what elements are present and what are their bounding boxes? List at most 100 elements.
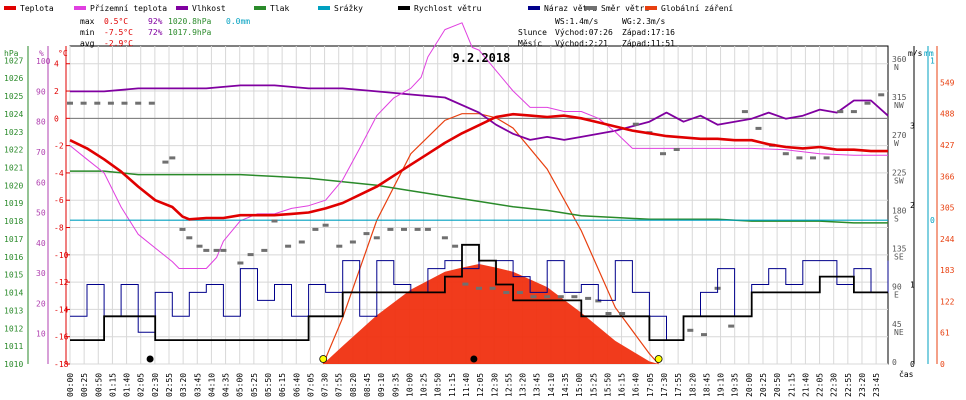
stat-max-press: 1020.8hPa (168, 17, 212, 26)
axis-label-wind: m/s (908, 49, 923, 58)
tick-label-celsius: -6 (54, 196, 64, 205)
direction-point (186, 236, 193, 240)
legend-label-vlhkost: Vlhkost (192, 4, 226, 13)
tick-label-percent: 40 (36, 239, 46, 248)
direction-point (728, 324, 735, 328)
chart-title: 9.2.2018 (453, 51, 511, 65)
stat-min-temp: -7.5°C (104, 28, 133, 37)
axis-label-rain: mm (924, 49, 934, 58)
direction-point (387, 227, 394, 231)
tick-label-direction-compass: NE (894, 328, 904, 337)
tick-label-direction-compass: N (894, 63, 899, 72)
tick-label-radiation: 244 (940, 235, 955, 244)
tick-label-x: 23:45 (872, 373, 881, 397)
stat-sun-label: Slunce (518, 28, 547, 37)
tick-label-radiation: 427 (940, 141, 955, 150)
tick-label-x: 11:15 (448, 373, 457, 397)
tick-label-radiation: 183 (940, 266, 955, 275)
stat-max-label: max (80, 17, 95, 26)
series-wind-speed (70, 243, 888, 342)
tick-label-direction-compass: SE (894, 252, 904, 261)
tick-label-celsius: -16 (54, 333, 69, 342)
tick-label-percent: 80 (36, 118, 46, 127)
tick-label-direction-compass: S (894, 215, 899, 224)
tick-label-x: 08:20 (349, 373, 358, 397)
tick-label-hpa: 1021 (4, 163, 23, 172)
direction-point (80, 101, 87, 105)
tick-label-x: 19:35 (731, 373, 740, 397)
direction-point (424, 227, 431, 231)
direction-point (585, 296, 592, 300)
tick-label-hpa: 1013 (4, 306, 23, 315)
tick-label-radiation: 366 (940, 172, 955, 181)
tick-label-x: 11:40 (462, 373, 471, 397)
stat-moon-rise: Východ:2:21 (555, 39, 608, 48)
tick-label-x: 19:10 (717, 373, 726, 397)
stat-wg: WG:2.3m/s (622, 17, 666, 26)
direction-point (462, 282, 469, 286)
direction-point (605, 312, 612, 315)
tick-label-x: 16:40 (632, 373, 641, 397)
tick-label-x: 12:30 (490, 373, 499, 397)
tick-label-x: 05:50 (264, 373, 273, 397)
direction-point (373, 236, 380, 240)
tick-label-direction: 360 (892, 55, 907, 64)
legend-swatch-vlhkost (176, 6, 188, 10)
tick-label-radiation: 488 (940, 110, 955, 119)
tick-label-celsius: -2 (54, 142, 64, 151)
sun-marker (319, 355, 328, 363)
tick-label-x: 00:25 (80, 373, 89, 397)
tick-label-x: 02:55 (165, 373, 174, 397)
tick-label-hpa: 1010 (4, 360, 23, 369)
tick-label-x: 07:55 (335, 373, 344, 397)
tick-label-radiation: 305 (940, 204, 955, 213)
series-radiation-theoretical (322, 113, 660, 365)
legend-label-smer: Směr větru (601, 4, 649, 13)
tick-label-x: 20:00 (745, 373, 754, 397)
tick-label-x: 20:25 (759, 373, 768, 397)
direction-point (336, 244, 343, 248)
series-temperature (69, 112, 888, 221)
tick-label-hpa: 1020 (4, 181, 23, 190)
direction-point (312, 227, 319, 231)
legend-label-teplota: Teplota (20, 4, 54, 13)
tick-label-hpa: 1025 (4, 92, 23, 101)
tick-label-x: 10:00 (405, 373, 414, 397)
moon-marker (146, 355, 154, 363)
tick-label-rain: 0 (930, 216, 935, 225)
tick-label-x: 01:15 (108, 373, 117, 397)
tick-label-direction-compass: E (894, 290, 899, 299)
tick-label-x: 13:20 (519, 373, 528, 397)
tick-label-x: 22:55 (844, 373, 853, 397)
tick-label-celsius: -10 (54, 251, 69, 260)
legend-label-prizemni: Přízemní teplota (90, 4, 167, 13)
tick-label-x: 22:05 (816, 373, 825, 397)
tick-label-direction: 90 (892, 282, 902, 291)
tick-label-x: 03:45 (193, 373, 202, 397)
direction-point (503, 291, 510, 294)
direction-point (349, 240, 356, 244)
direction-point (619, 312, 626, 315)
direction-point (148, 101, 155, 105)
tick-label-percent: 60 (36, 178, 46, 187)
direction-point (94, 101, 101, 105)
legend-label-naraz: Náraz větru (544, 4, 597, 13)
legend-swatch-tlak (254, 6, 266, 10)
tick-label-hpa: 1019 (4, 199, 23, 208)
tick-label-direction: 270 (892, 131, 907, 140)
direction-point (557, 295, 564, 299)
tick-label-celsius: -4 (54, 169, 64, 178)
series-pressure (70, 170, 888, 224)
tick-label-x: 15:25 (589, 373, 598, 397)
tick-label-hpa: 1026 (4, 74, 23, 83)
tick-label-wind: 3 (910, 122, 915, 131)
legend-label-rychlost: Rychlost větru (414, 4, 482, 13)
stat-avg-temp: -2.9°C (104, 39, 133, 48)
tick-label-x: 21:40 (801, 373, 810, 397)
direction-point (530, 295, 537, 299)
direction-point (810, 156, 816, 160)
tick-label-percent: 100 (36, 57, 51, 66)
direction-point (452, 244, 459, 248)
tick-label-percent: 90 (36, 87, 46, 96)
